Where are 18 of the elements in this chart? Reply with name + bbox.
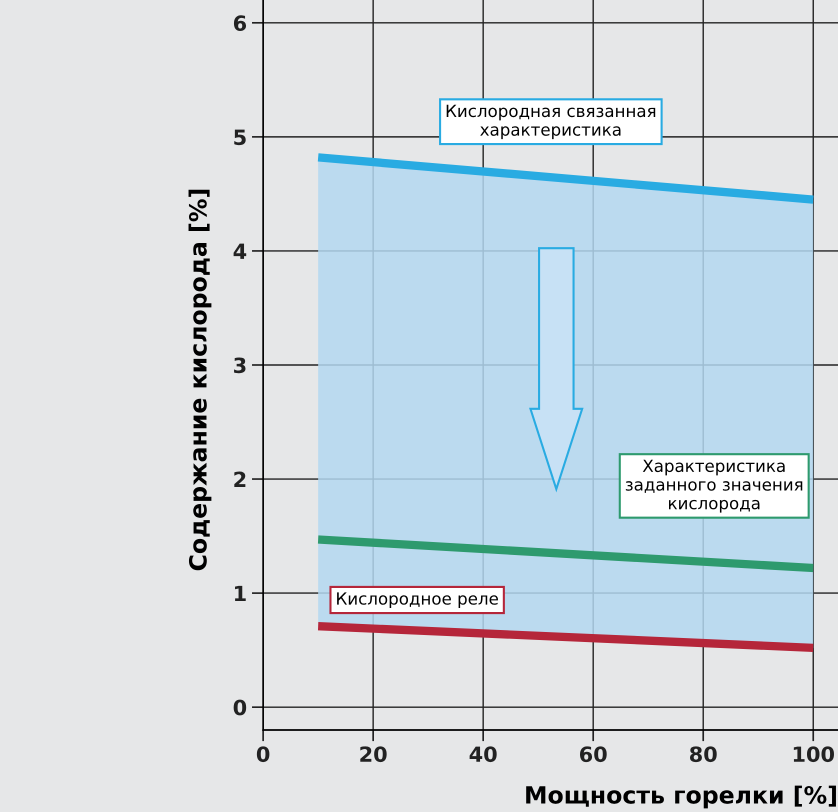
y-tick-label: 5 [234, 130, 246, 146]
text: Характеристика заданного значения кислорода [626, 460, 802, 513]
x-tick-label: 40 [470, 746, 497, 762]
x-tick-label: 80 [690, 746, 717, 762]
x-tick-label: 60 [580, 746, 607, 762]
series-label: Кислородное реле [337, 592, 498, 608]
x-axis-title: Мощность горелки [%] [526, 786, 836, 808]
y-tick-label: 4 [234, 244, 246, 259]
y-tick-label: 6 [234, 15, 246, 32]
y-tick-label: 3 [234, 357, 246, 374]
x-tick-label: 100 [794, 746, 834, 762]
y-tick-label: 1 [235, 586, 246, 602]
x-tick-label: 20 [360, 746, 387, 762]
y-axis-title: Содержание кислорода [%] [188, 190, 212, 570]
y-tick-label: 0 [234, 700, 246, 716]
series-label: Кислородная связанная характеристика [446, 104, 656, 140]
y-tick-label: 2 [234, 472, 246, 487]
x-tick-label: 0 [256, 746, 270, 762]
